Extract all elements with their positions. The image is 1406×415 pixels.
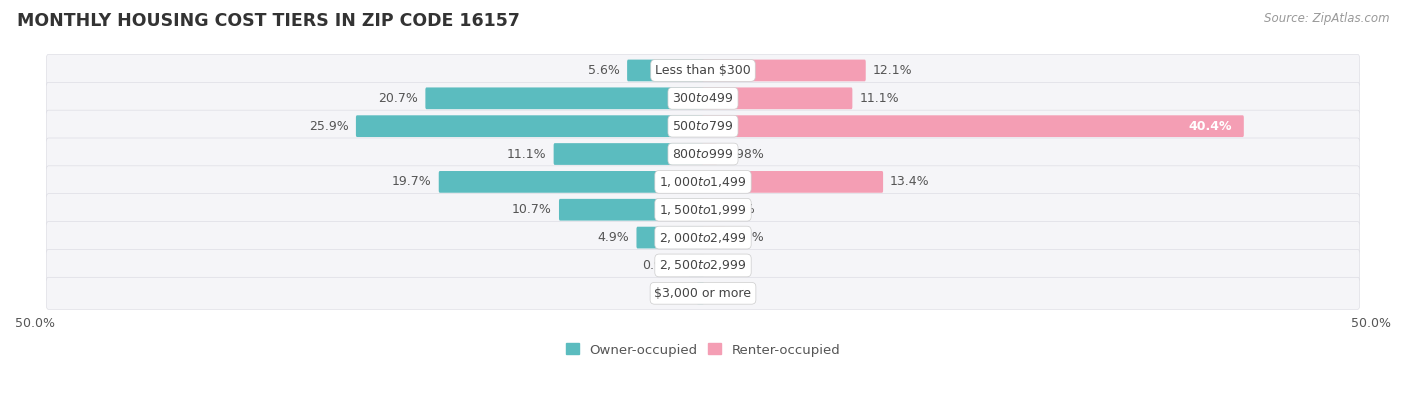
Text: 40.4%: 40.4% xyxy=(1188,120,1232,133)
FancyBboxPatch shape xyxy=(702,199,709,221)
FancyBboxPatch shape xyxy=(702,143,717,165)
Text: 20.7%: 20.7% xyxy=(378,92,419,105)
FancyBboxPatch shape xyxy=(439,171,704,193)
Text: MONTHLY HOUSING COST TIERS IN ZIP CODE 16157: MONTHLY HOUSING COST TIERS IN ZIP CODE 1… xyxy=(17,12,520,30)
Text: 19.7%: 19.7% xyxy=(392,176,432,188)
Text: $500 to $799: $500 to $799 xyxy=(672,120,734,133)
FancyBboxPatch shape xyxy=(702,115,1244,137)
Text: 4.9%: 4.9% xyxy=(598,231,630,244)
Text: $1,000 to $1,499: $1,000 to $1,499 xyxy=(659,175,747,189)
FancyBboxPatch shape xyxy=(46,194,1360,226)
FancyBboxPatch shape xyxy=(46,277,1360,309)
Text: 0.98%: 0.98% xyxy=(724,147,763,161)
Text: 0.39%: 0.39% xyxy=(650,287,690,300)
FancyBboxPatch shape xyxy=(356,115,704,137)
Text: 13.4%: 13.4% xyxy=(890,176,929,188)
FancyBboxPatch shape xyxy=(627,60,704,81)
Text: 25.9%: 25.9% xyxy=(309,120,349,133)
Text: 0.33%: 0.33% xyxy=(716,203,755,216)
Text: 0.99%: 0.99% xyxy=(643,259,682,272)
Text: 12.1%: 12.1% xyxy=(873,64,912,77)
FancyBboxPatch shape xyxy=(702,60,866,81)
Text: 1.6%: 1.6% xyxy=(733,231,763,244)
Text: 11.1%: 11.1% xyxy=(508,147,547,161)
FancyBboxPatch shape xyxy=(46,249,1360,281)
Legend: Owner-occupied, Renter-occupied: Owner-occupied, Renter-occupied xyxy=(560,338,846,362)
FancyBboxPatch shape xyxy=(697,283,704,304)
FancyBboxPatch shape xyxy=(46,222,1360,254)
FancyBboxPatch shape xyxy=(46,82,1360,114)
Text: Source: ZipAtlas.com: Source: ZipAtlas.com xyxy=(1264,12,1389,25)
FancyBboxPatch shape xyxy=(46,54,1360,86)
FancyBboxPatch shape xyxy=(689,254,704,276)
FancyBboxPatch shape xyxy=(46,138,1360,170)
Text: $3,000 or more: $3,000 or more xyxy=(655,287,751,300)
FancyBboxPatch shape xyxy=(426,88,704,109)
FancyBboxPatch shape xyxy=(560,199,704,221)
Text: 5.6%: 5.6% xyxy=(588,64,620,77)
Text: $800 to $999: $800 to $999 xyxy=(672,147,734,161)
Text: $2,500 to $2,999: $2,500 to $2,999 xyxy=(659,259,747,272)
FancyBboxPatch shape xyxy=(46,110,1360,142)
Text: $2,000 to $2,499: $2,000 to $2,499 xyxy=(659,231,747,244)
Text: 0.0%: 0.0% xyxy=(711,259,742,272)
Text: $300 to $499: $300 to $499 xyxy=(672,92,734,105)
FancyBboxPatch shape xyxy=(702,227,725,249)
FancyBboxPatch shape xyxy=(702,171,883,193)
Text: Less than $300: Less than $300 xyxy=(655,64,751,77)
FancyBboxPatch shape xyxy=(637,227,704,249)
Text: 11.1%: 11.1% xyxy=(859,92,898,105)
FancyBboxPatch shape xyxy=(702,88,852,109)
Text: 0.0%: 0.0% xyxy=(711,287,742,300)
Text: $1,500 to $1,999: $1,500 to $1,999 xyxy=(659,203,747,217)
FancyBboxPatch shape xyxy=(46,166,1360,198)
FancyBboxPatch shape xyxy=(554,143,704,165)
Text: 10.7%: 10.7% xyxy=(512,203,553,216)
